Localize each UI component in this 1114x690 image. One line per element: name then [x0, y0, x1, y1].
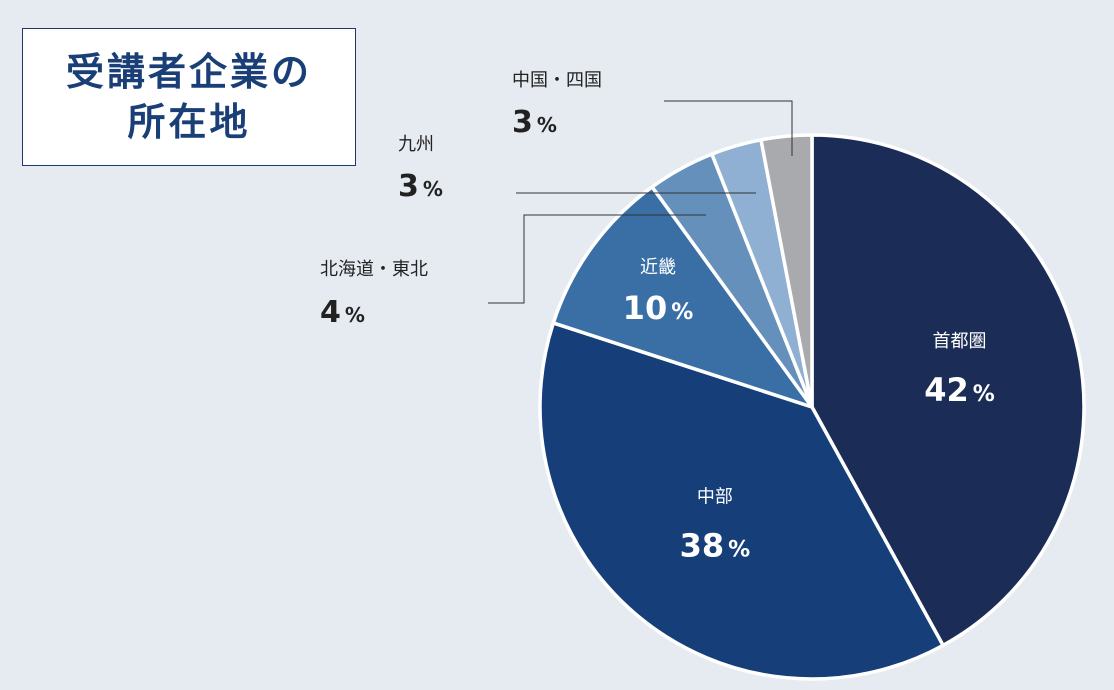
- slice-label: 首都圏: [933, 331, 987, 352]
- slice-label: 九州: [398, 134, 434, 155]
- chart-title-box: 受講者企業の 所在地: [22, 28, 356, 166]
- pie-slice: [759, 133, 814, 409]
- chart-title-line2: 所在地: [127, 100, 251, 144]
- pie-slice: [538, 321, 945, 681]
- slice-label: 北海道・東北: [320, 259, 428, 280]
- slice-label: 中国・四国: [512, 70, 602, 91]
- slice-value-label: 3%: [398, 169, 443, 204]
- leader-line: [488, 214, 706, 304]
- slice-label: 近畿: [640, 257, 676, 278]
- pie-slice: [551, 185, 814, 409]
- slice-value-label: 42%: [924, 371, 995, 409]
- slice-value-label: 3%: [512, 105, 557, 140]
- pie-slice: [810, 133, 1086, 648]
- chart-title-line1: 受講者企業の: [65, 50, 312, 94]
- slice-value-label: 10%: [623, 289, 694, 327]
- slice-value-label: 38%: [680, 526, 751, 564]
- leader-line: [664, 100, 793, 156]
- slice-label: 中部: [697, 486, 733, 507]
- slice-value-label: 4%: [320, 295, 365, 330]
